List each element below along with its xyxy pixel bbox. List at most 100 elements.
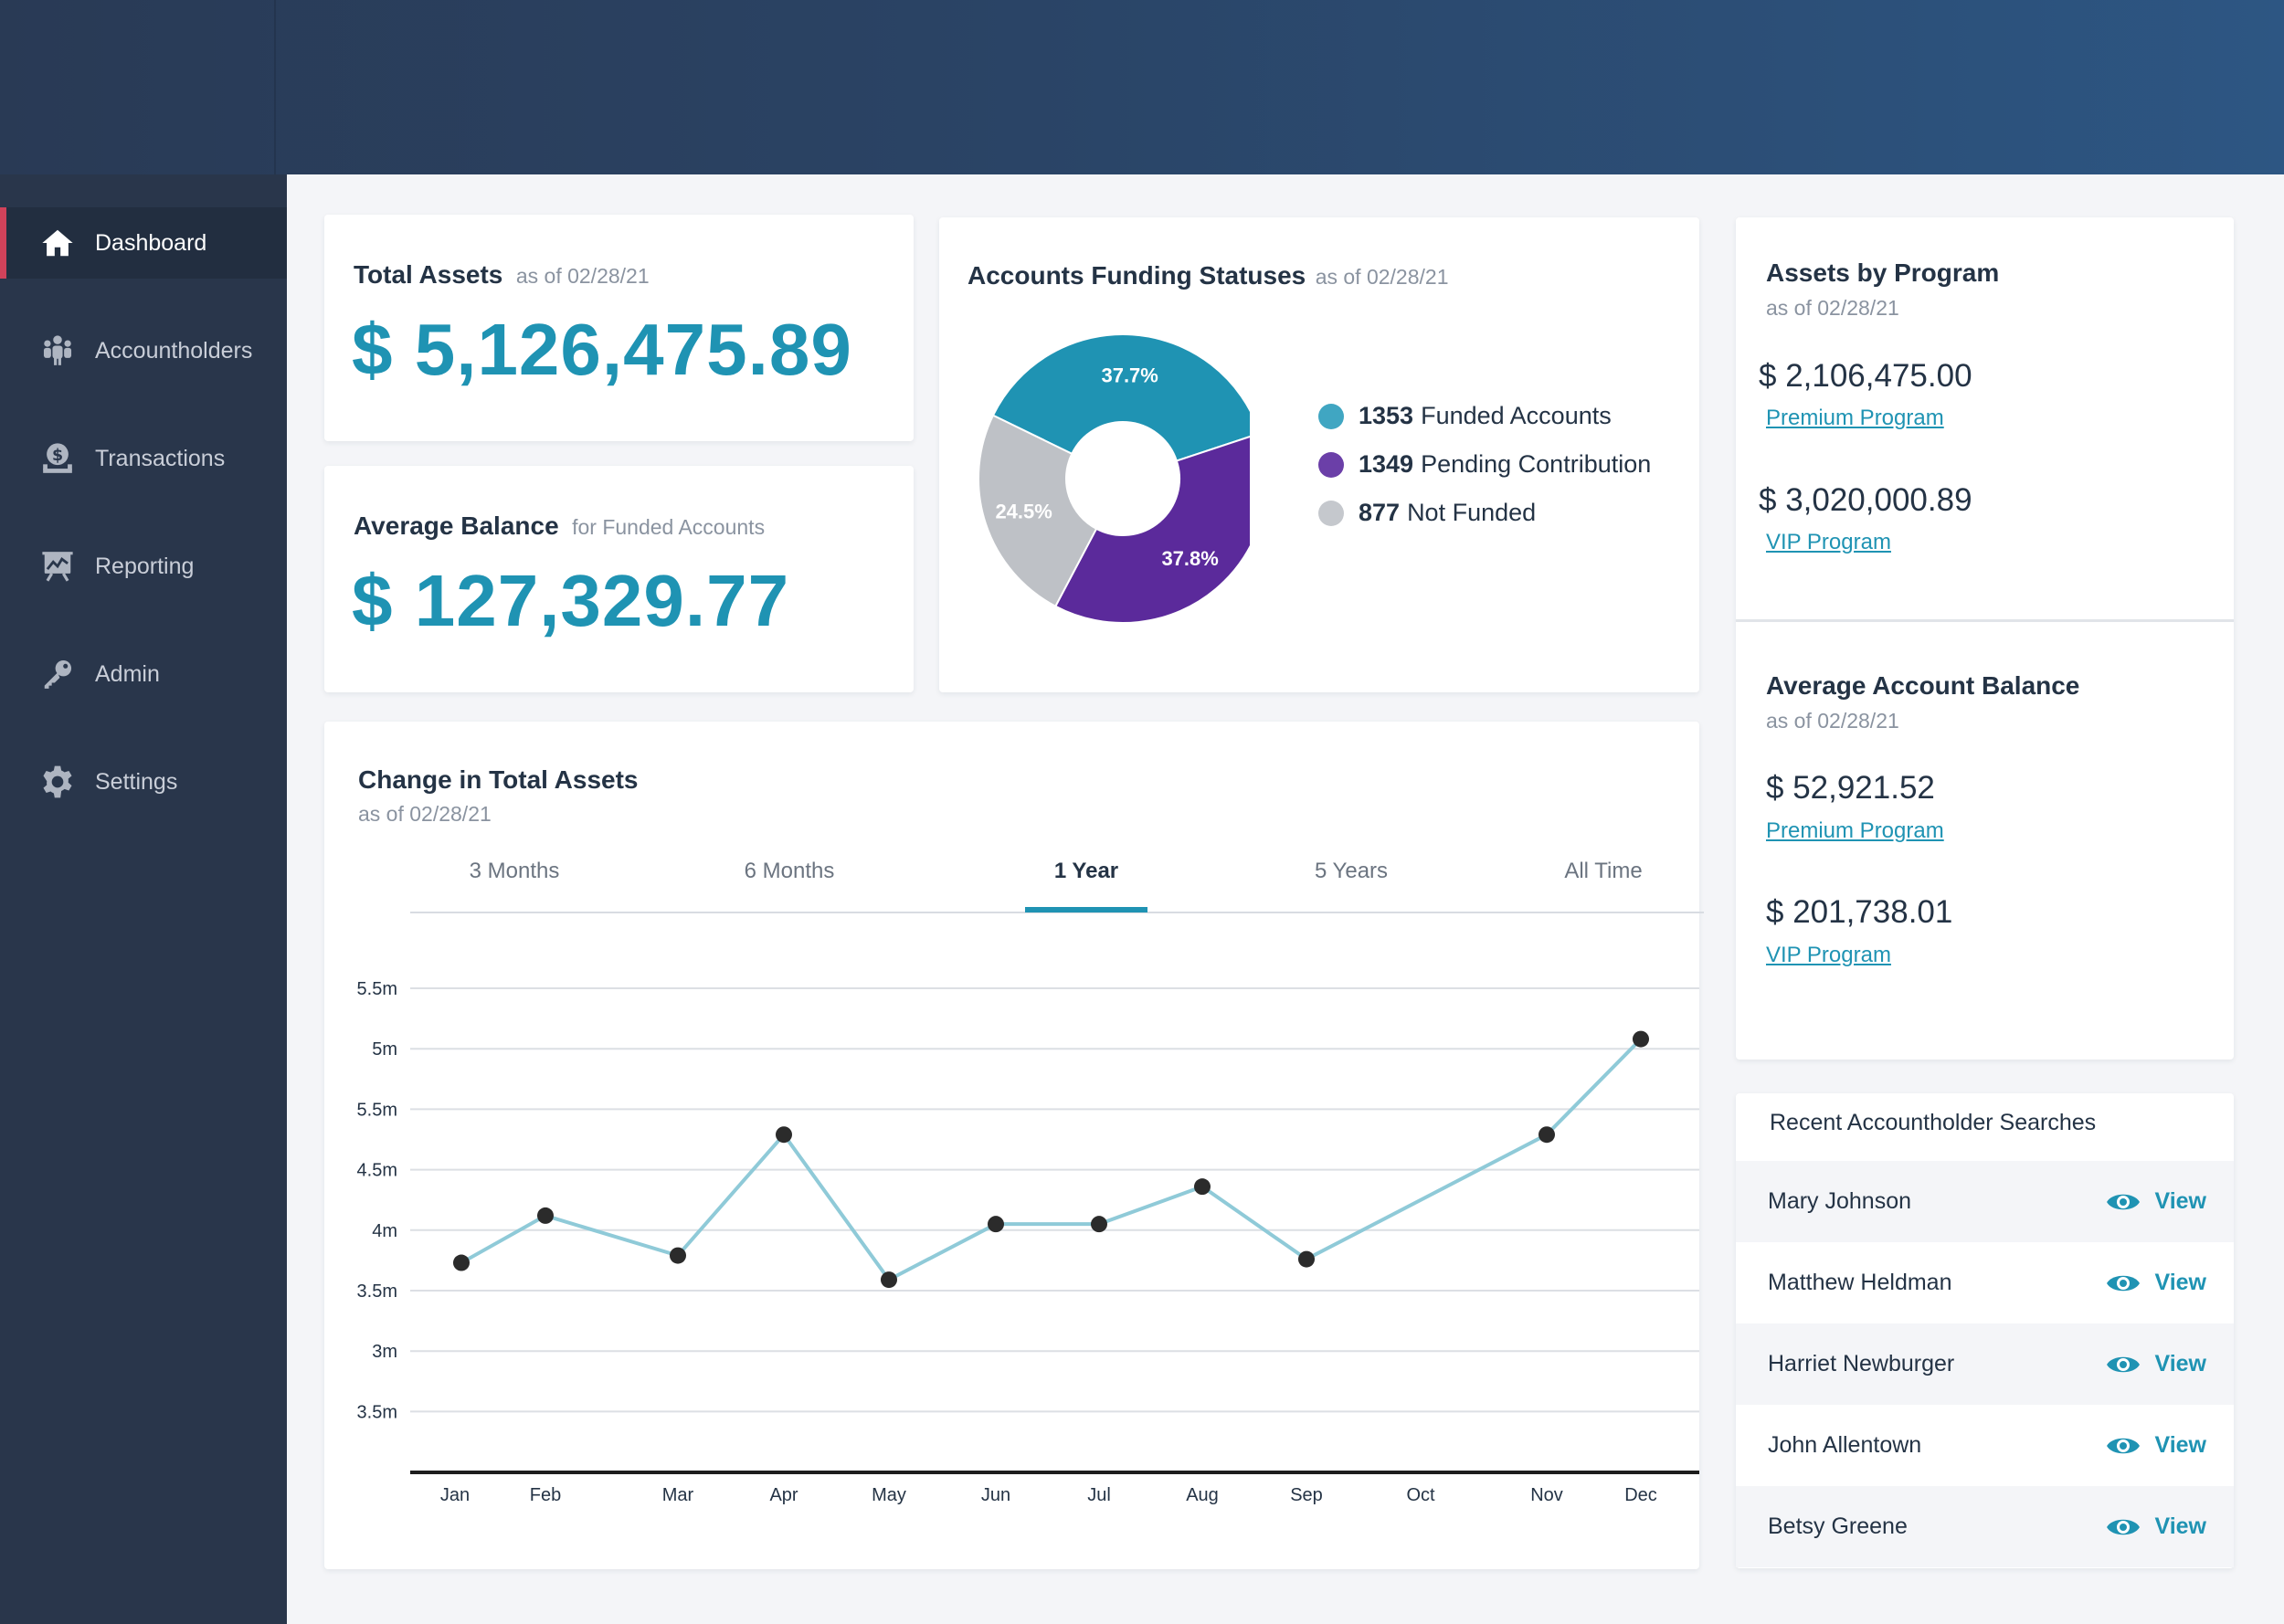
sidebar-item-settings[interactable]: Settings bbox=[0, 746, 287, 817]
sidebar-item-label: Accountholders bbox=[95, 337, 253, 364]
x-tick-label: Sep bbox=[1290, 1485, 1323, 1505]
premium-program-link[interactable]: Premium Program bbox=[1766, 406, 1944, 430]
change-in-assets-date: as of 02/28/21 bbox=[358, 802, 492, 826]
sidebar-item-dashboard[interactable]: Dashboard bbox=[0, 207, 287, 279]
premium-program-link[interactable]: Premium Program bbox=[1766, 818, 1944, 843]
view-label: View bbox=[2154, 1432, 2206, 1458]
search-row: Mary Johnson View bbox=[1736, 1161, 2234, 1242]
avg-account-balance-title: Average Account Balance bbox=[1766, 671, 2080, 700]
view-button[interactable]: View bbox=[2105, 1351, 2206, 1377]
legend-dot-funded bbox=[1318, 403, 1344, 429]
eye-icon bbox=[2107, 1519, 2141, 1534]
vip-program-link[interactable]: VIP Program bbox=[1766, 943, 1891, 967]
data-point bbox=[881, 1271, 897, 1289]
chart-board-icon bbox=[38, 547, 77, 585]
average-balance-title: Average Balance bbox=[354, 511, 559, 540]
donut-slice-label: 37.7% bbox=[1101, 364, 1158, 386]
card-section-divider bbox=[1736, 619, 2234, 622]
sidebar-item-transactions[interactable]: $ Transactions bbox=[0, 423, 287, 494]
header-divider bbox=[274, 0, 276, 174]
legend-item-not-funded: 877 Not Funded bbox=[1318, 499, 1651, 527]
accountholder-name: John Allentown bbox=[1768, 1432, 1922, 1458]
premium-assets-value: $ 2,106,475.00 bbox=[1759, 358, 1972, 394]
legend-count: 1349 bbox=[1359, 450, 1414, 478]
funding-legend: 1353 Funded Accounts 1349 Pending Contri… bbox=[1318, 402, 1651, 547]
x-tick-label: Feb bbox=[530, 1485, 561, 1505]
total-assets-date: as of 02/28/21 bbox=[515, 264, 650, 288]
view-button[interactable]: View bbox=[2105, 1188, 2206, 1215]
change-in-assets-line-chart: 5.5m 5m 5.5m 4.5m 4m 3.5m 3m 3.5m Jan Feb Mar Apr Ma… bbox=[357, 979, 1699, 1505]
top-header-bar bbox=[0, 0, 2284, 174]
search-row: Betsy Greene View bbox=[1736, 1486, 2234, 1567]
legend-label: Pending Contribution bbox=[1421, 450, 1652, 478]
sidebar-item-label: Admin bbox=[95, 660, 160, 687]
recent-searches-title: Recent Accountholder Searches bbox=[1770, 1110, 2097, 1135]
legend-count: 1353 bbox=[1359, 402, 1414, 429]
eye-icon bbox=[2107, 1356, 2141, 1372]
funding-status-title: Accounts Funding Statuses bbox=[968, 261, 1306, 290]
funding-donut-chart: 37.7% 37.8% 24.5% bbox=[978, 333, 1250, 624]
x-tick-label: Jun bbox=[981, 1485, 1010, 1505]
data-point bbox=[453, 1254, 470, 1271]
data-point bbox=[1091, 1216, 1107, 1233]
data-point bbox=[537, 1207, 554, 1224]
accountholder-name: Matthew Heldman bbox=[1768, 1270, 1952, 1295]
funding-status-date: as of 02/28/21 bbox=[1315, 265, 1449, 289]
y-tick-label: 5m bbox=[372, 1039, 397, 1060]
eye-icon bbox=[2107, 1275, 2141, 1291]
tab-all-time[interactable]: All Time bbox=[1564, 859, 1643, 883]
sidebar-item-reporting[interactable]: Reporting bbox=[0, 531, 287, 602]
view-label: View bbox=[2154, 1351, 2206, 1376]
x-tick-label: May bbox=[872, 1485, 906, 1505]
key-icon bbox=[38, 655, 77, 693]
data-point bbox=[670, 1247, 686, 1264]
average-balance-sub: for Funded Accounts bbox=[572, 515, 766, 539]
avg-account-balance-date: as of 02/28/21 bbox=[1766, 709, 1899, 733]
data-point bbox=[1633, 1030, 1649, 1048]
legend-label: Not Funded bbox=[1407, 499, 1537, 526]
tab-3-months[interactable]: 3 Months bbox=[469, 859, 560, 883]
average-balance-value: $ 127,329.77 bbox=[352, 560, 790, 641]
program-summary-card: Assets by Program as of 02/28/21 $ 2,106… bbox=[1736, 217, 2234, 1060]
tab-6-months[interactable]: 6 Months bbox=[744, 859, 835, 883]
x-tick-label: Aug bbox=[1186, 1485, 1219, 1505]
change-in-assets-title: Change in Total Assets bbox=[358, 765, 639, 794]
home-icon bbox=[38, 224, 77, 262]
x-tick-label: Apr bbox=[769, 1485, 798, 1505]
legend-dot-pending bbox=[1318, 451, 1344, 478]
data-point bbox=[776, 1126, 792, 1144]
eye-icon bbox=[2107, 1438, 2141, 1453]
view-button[interactable]: View bbox=[2105, 1270, 2206, 1296]
y-tick-label: 3.5m bbox=[357, 1281, 397, 1302]
x-tick-label: Jan bbox=[440, 1485, 470, 1505]
accountholder-name: Mary Johnson bbox=[1768, 1188, 1912, 1214]
vip-avg-value: $ 201,738.01 bbox=[1766, 894, 1953, 930]
legend-item-funded: 1353 Funded Accounts bbox=[1318, 402, 1651, 430]
donut-slice-pending-contribution bbox=[1053, 436, 1250, 624]
vip-program-link[interactable]: VIP Program bbox=[1766, 530, 1891, 554]
y-tick-label: 5.5m bbox=[357, 1100, 397, 1120]
series-line bbox=[460, 1038, 1643, 1282]
sidebar-item-label: Reporting bbox=[95, 553, 195, 579]
range-tabs: 3 Months 6 Months 1 Year 5 Years All Tim… bbox=[410, 859, 1704, 913]
view-button[interactable]: View bbox=[2105, 1432, 2206, 1459]
tab-1-year[interactable]: 1 Year bbox=[1053, 859, 1119, 883]
donut-slice-label: 24.5% bbox=[995, 500, 1052, 522]
x-tick-label: Nov bbox=[1530, 1485, 1563, 1505]
money-icon: $ bbox=[38, 439, 77, 478]
donut-slice-funded-accounts bbox=[991, 333, 1250, 462]
view-button[interactable]: View bbox=[2105, 1513, 2206, 1540]
search-row: John Allentown View bbox=[1736, 1405, 2234, 1486]
sidebar-item-label: Dashboard bbox=[95, 229, 207, 256]
recent-searches-card: Recent Accountholder Searches Mary Johns… bbox=[1736, 1093, 2234, 1568]
y-tick-label: 5.5m bbox=[357, 979, 397, 999]
vip-assets-value: $ 3,020,000.89 bbox=[1759, 482, 1972, 518]
change-in-assets-card: Change in Total Assets as of 02/28/21 3 … bbox=[324, 722, 1704, 1569]
x-tick-label: Mar bbox=[662, 1485, 694, 1505]
sidebar-item-accountholders[interactable]: Accountholders bbox=[0, 315, 287, 386]
sidebar-item-label: Transactions bbox=[95, 445, 226, 471]
view-label: View bbox=[2154, 1188, 2206, 1214]
y-tick-label: 3m bbox=[372, 1342, 397, 1362]
sidebar-item-admin[interactable]: Admin bbox=[0, 638, 287, 710]
tab-5-years[interactable]: 5 Years bbox=[1314, 859, 1389, 883]
